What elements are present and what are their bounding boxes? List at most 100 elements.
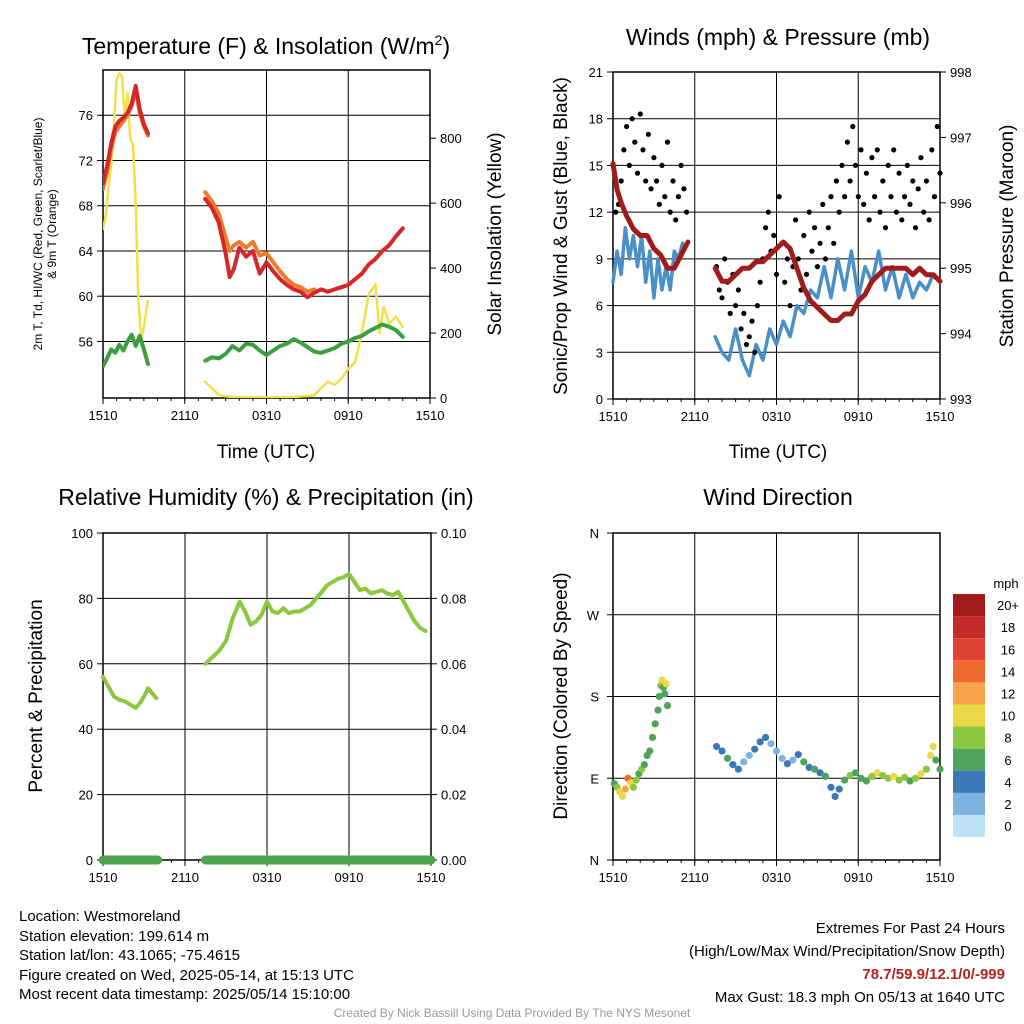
gust-point [847,178,853,184]
direction-point [868,772,876,781]
x-tick-label: 0910 [844,409,873,424]
y-tick-label: 3 [596,345,603,360]
gust-point [681,186,687,192]
gust-point [771,232,777,239]
gust-point [809,248,815,254]
direction-point [640,761,648,769]
y-tick-label: 60 [79,657,93,672]
direction-point [841,776,849,784]
series-line [203,283,405,398]
x-tick-label: 0310 [762,409,791,424]
gust-point [795,256,801,262]
y-tick-label: 80 [79,591,93,606]
legend-swatch [953,704,985,727]
direction-point [846,771,854,780]
wind-direction-ylabel: Direction (Colored By Speed) [551,572,572,819]
x-tick-label: 1510 [417,870,446,885]
gust-point [654,178,660,184]
direction-point [751,745,759,753]
series-line [610,161,691,271]
legend-label: 10 [1001,709,1015,724]
direction-point [655,692,663,701]
gust-point [773,271,780,277]
temperature-title: Temperature (F) & Insolation (W/m2) [82,32,450,59]
direction-point [831,792,839,801]
y-tick-label: 60 [79,289,93,304]
gust-point [937,170,943,176]
gust-point [749,318,755,324]
y-tick-label: 68 [79,199,93,214]
direction-point [712,742,721,751]
y-right-tick-label: 0.06 [441,657,466,672]
gust-point [896,170,902,176]
direction-point [648,733,657,742]
winds-series [610,111,943,378]
y-right-tick-label: 997 [950,130,972,145]
direction-point [794,751,802,759]
gust-point [910,178,916,184]
direction-point [762,733,770,742]
y-right-tick-label: 600 [440,196,462,211]
temperature-xlabel: Time (UTC) [217,442,316,463]
direction-point [629,783,638,791]
gust-point [929,147,935,153]
direction-point [663,702,672,710]
direction-point [911,774,920,782]
direction-point [745,751,753,760]
gust-point [850,123,856,130]
legend-label: 14 [1001,664,1015,679]
direction-point [783,760,792,768]
direction-point [740,758,748,766]
gust-point [869,155,875,161]
gust-point [662,194,668,200]
direction-point [662,680,670,688]
direction-point [772,747,781,755]
legend-label: 16 [1001,642,1015,657]
gust-point [833,178,840,184]
x-tick-label: 1510 [416,408,445,423]
gust-point [787,303,793,309]
legend-title: mph [993,576,1018,591]
gust-point [637,111,643,117]
location-text: Location: Westmoreland [19,908,181,925]
direction-point [922,765,931,773]
gust-point [858,147,864,153]
y-tick-label: 72 [79,153,93,168]
series-line [103,332,150,369]
x-tick-label: 2110 [171,870,199,885]
y-tick-label: 6 [596,299,603,314]
gust-point [716,287,722,293]
x-tick-label: 1510 [599,409,628,424]
gust-point [684,209,690,215]
y-tick-label: 20 [79,788,93,803]
direction-point [932,756,940,764]
direction-point [890,772,898,781]
legend-label: 8 [1004,731,1011,746]
legend-swatch [953,792,985,815]
x-tick-label: 1510 [89,870,118,885]
direction-point [936,765,944,773]
gust-point [656,201,662,207]
gust-point [921,209,927,215]
y-right-tick-label: 800 [440,131,462,146]
gust-point [915,186,921,192]
gust-point [754,303,761,309]
gust-point [776,194,782,200]
legend-label: 0 [1004,819,1011,834]
gust-point [812,225,818,231]
y-right-tick-label: 994 [950,327,972,342]
x-tick-label: 0910 [844,870,873,885]
x-tick-label: 2110 [681,409,709,424]
gust-point [888,194,894,200]
direction-point [646,747,654,755]
direction-point [723,754,732,762]
extremes-values: 78.7/59.9/12.1/0/-999 [862,966,1005,983]
y-tick-label: 40 [79,722,93,737]
gust-point [891,147,897,153]
gust-point [874,147,880,153]
extremes-info: Extremes For Past 24 Hours (High/Low/Max… [689,917,1005,1009]
gust-point [907,201,913,207]
gust-point [861,201,867,207]
legend-swatch [953,748,985,771]
y-tick-label: N [590,526,599,541]
